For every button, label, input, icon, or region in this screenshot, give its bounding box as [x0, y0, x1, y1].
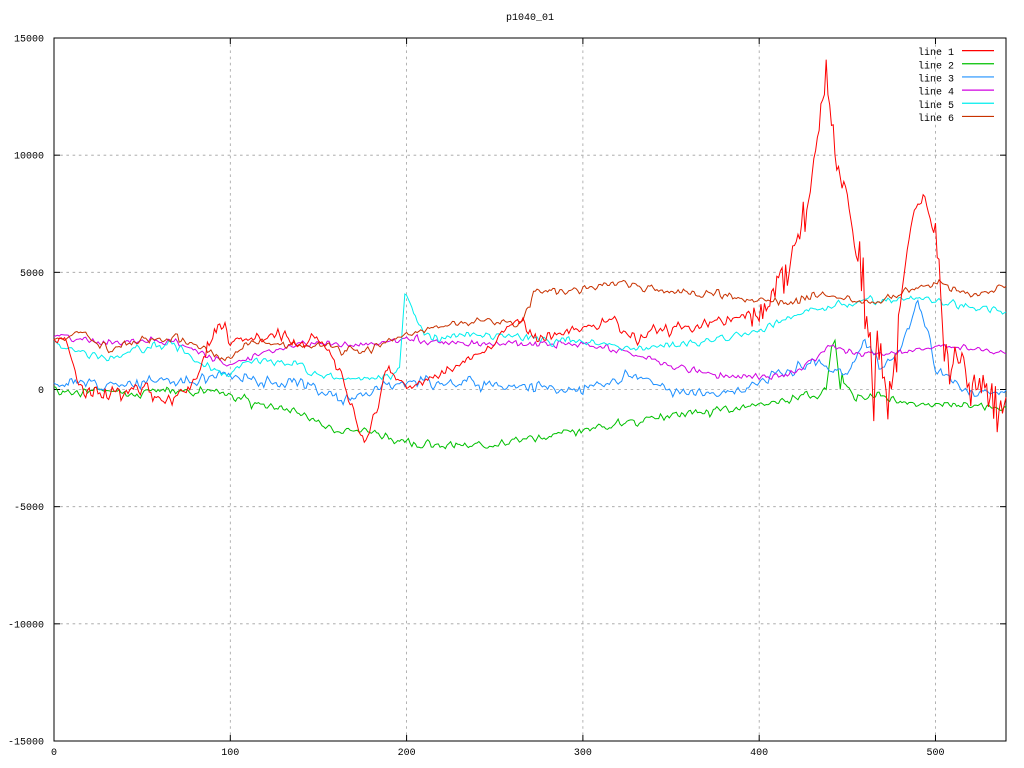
- svg-text:-10000: -10000: [8, 620, 44, 631]
- svg-text:100: 100: [221, 748, 239, 759]
- svg-text:200: 200: [398, 748, 416, 759]
- svg-text:p1040_01: p1040_01: [506, 13, 554, 24]
- svg-text:300: 300: [574, 748, 592, 759]
- svg-text:15000: 15000: [14, 35, 44, 46]
- svg-text:line 4: line 4: [918, 87, 954, 99]
- svg-text:0: 0: [38, 386, 44, 397]
- svg-text:400: 400: [750, 748, 768, 759]
- svg-text:line 2: line 2: [918, 60, 954, 72]
- svg-text:line 5: line 5: [918, 100, 954, 112]
- svg-text:line 1: line 1: [918, 47, 954, 59]
- svg-text:0: 0: [51, 748, 57, 759]
- svg-text:line 6: line 6: [918, 113, 954, 125]
- svg-text:500: 500: [926, 748, 944, 759]
- svg-text:5000: 5000: [20, 269, 44, 280]
- svg-text:-15000: -15000: [8, 738, 44, 749]
- svg-text:-5000: -5000: [14, 503, 44, 514]
- svg-text:line 3: line 3: [918, 74, 954, 86]
- svg-text:10000: 10000: [14, 152, 44, 163]
